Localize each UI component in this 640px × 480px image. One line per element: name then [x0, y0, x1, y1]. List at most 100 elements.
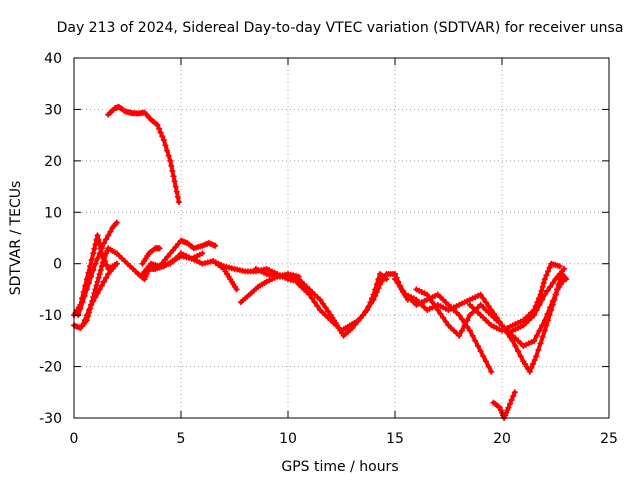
data-point: [556, 263, 563, 270]
data-point: [113, 219, 120, 226]
plot-frame: [73, 57, 610, 419]
data-point: [383, 276, 390, 283]
data-point: [107, 228, 114, 235]
x-tick-label: 15: [386, 431, 404, 447]
data-point: [94, 278, 101, 285]
data-point: [159, 260, 166, 267]
data-point: [85, 307, 92, 313]
data-point: [97, 267, 104, 274]
data-point: [434, 307, 441, 313]
data-point: [364, 307, 371, 313]
data-point: [517, 353, 524, 360]
y-tick-label: -30: [39, 411, 62, 427]
data-point: [543, 272, 550, 279]
data-point: [100, 278, 107, 285]
data-point: [322, 304, 329, 311]
data-point: [165, 152, 172, 159]
data-point: [90, 298, 97, 304]
data-point: [172, 183, 179, 190]
data-point: [429, 299, 436, 306]
data-point: [172, 244, 179, 250]
series-track-l: [295, 271, 390, 334]
y-tick-label: 30: [44, 102, 62, 118]
data-point: [372, 286, 379, 293]
data-point: [456, 312, 463, 319]
data-point: [156, 263, 163, 270]
data-point: [507, 400, 514, 407]
data-point: [432, 303, 439, 310]
data-series-layer: [71, 103, 570, 421]
data-point: [309, 295, 316, 302]
data-point: [461, 322, 468, 329]
data-point: [314, 303, 321, 310]
data-point: [156, 125, 163, 132]
data-point: [367, 299, 374, 306]
data-point: [539, 296, 546, 303]
series-track-a: [105, 103, 182, 205]
data-point: [547, 283, 554, 290]
data-point: [533, 353, 540, 360]
data-point: [375, 276, 382, 283]
data-point: [400, 287, 407, 294]
data-point: [91, 245, 98, 252]
data-point: [480, 353, 487, 360]
data-point: [458, 327, 465, 334]
data-point: [555, 281, 562, 288]
data-point: [539, 334, 546, 340]
data-point: [98, 245, 105, 252]
data-point: [79, 299, 86, 306]
data-point: [81, 292, 88, 299]
data-point: [437, 310, 444, 317]
data-point: [505, 404, 512, 411]
data-point: [83, 312, 90, 319]
data-point: [547, 304, 554, 311]
data-point: [370, 291, 377, 298]
data-point: [164, 147, 171, 154]
data-point: [557, 276, 564, 283]
data-point: [512, 343, 519, 349]
data-point: [530, 361, 537, 367]
chart-title: Day 213 of 2024, Sidereal Day-to-day VTE…: [57, 20, 624, 36]
data-point: [168, 163, 175, 169]
data-point: [90, 267, 97, 274]
y-tick-label: 40: [44, 51, 62, 67]
data-point: [466, 327, 473, 334]
data-point: [90, 250, 97, 257]
data-point: [442, 318, 449, 325]
series-track-s: [531, 271, 570, 344]
data-point: [105, 232, 112, 239]
data-point: [96, 250, 103, 257]
data-point: [515, 348, 522, 355]
data-point: [319, 300, 326, 307]
data-point: [480, 295, 487, 302]
data-point: [539, 322, 546, 329]
data-point: [94, 232, 101, 239]
y-tick-label: 20: [44, 154, 62, 170]
data-point: [79, 322, 86, 329]
data-point: [511, 389, 518, 396]
data-point: [164, 253, 171, 260]
data-point: [533, 332, 540, 339]
data-point: [482, 358, 489, 365]
data-point: [175, 240, 182, 247]
data-point: [160, 137, 167, 144]
data-point: [541, 317, 548, 324]
data-point: [526, 368, 533, 375]
data-point: [477, 291, 484, 298]
data-point: [306, 291, 313, 298]
data-point: [510, 393, 517, 400]
data-point: [174, 193, 181, 200]
data-point: [394, 280, 401, 286]
data-point: [88, 256, 95, 263]
data-point: [541, 327, 548, 334]
x-tick-label: 0: [70, 431, 79, 447]
data-point: [154, 121, 161, 128]
data-point: [531, 312, 538, 319]
data-point: [96, 286, 103, 293]
data-point: [169, 168, 176, 175]
data-point: [535, 346, 542, 353]
data-point: [456, 332, 463, 339]
data-point: [424, 291, 431, 298]
data-point: [325, 308, 332, 315]
